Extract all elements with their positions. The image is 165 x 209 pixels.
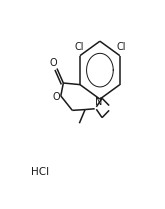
Text: O: O — [50, 58, 58, 68]
Text: O: O — [52, 92, 60, 102]
Text: HCl: HCl — [31, 167, 49, 177]
Text: Cl: Cl — [75, 42, 84, 52]
Text: Cl: Cl — [116, 42, 126, 52]
Text: N: N — [95, 97, 102, 107]
